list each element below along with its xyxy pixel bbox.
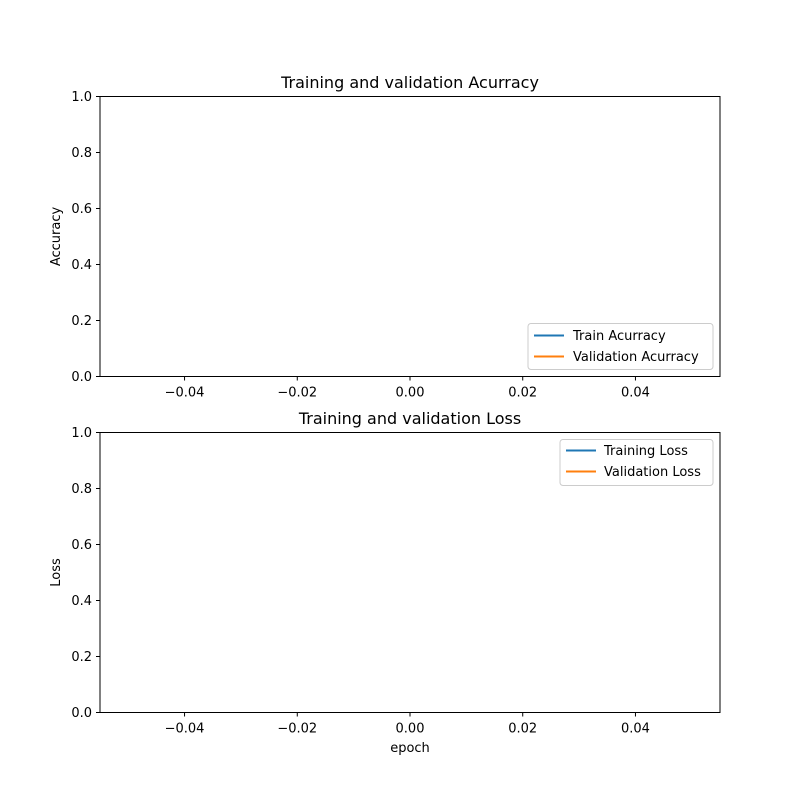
accuracy-plot-marks: −0.04 −0.02 0.00 0.02 0.04 0.0 0.2 0.4 0.6 0.8 1.0 xyxy=(71,90,650,401)
loss-title: Training and validation Loss xyxy=(298,409,521,428)
accuracy-x-tick-label: 0.02 xyxy=(508,386,537,401)
accuracy-legend-label-validation: Validation Acurracy xyxy=(573,350,699,365)
loss-x-tick-label: −0.04 xyxy=(165,722,205,737)
loss-legend: Training Loss Validation Loss xyxy=(559,439,714,486)
accuracy-legend-box xyxy=(527,323,714,370)
loss-x-tick-label: 0.02 xyxy=(508,722,537,737)
loss-subplot: Training and validation Loss Loss epoch … xyxy=(49,409,721,756)
accuracy-x-tick-label: 0.04 xyxy=(621,386,650,401)
accuracy-subplot: Training and validation Acurracy Accurac… xyxy=(49,73,721,401)
accuracy-y-tick-label: 0.2 xyxy=(71,314,92,329)
accuracy-axes-frame xyxy=(99,96,721,377)
accuracy-y-tick-label: 1.0 xyxy=(71,90,92,105)
loss-y-tick-label: 0.4 xyxy=(71,594,92,609)
loss-legend-label-training: Training Loss xyxy=(603,444,688,459)
loss-x-tick-label: −0.02 xyxy=(277,722,317,737)
accuracy-title: Training and validation Acurracy xyxy=(280,73,539,92)
loss-legend-label-validation: Validation Loss xyxy=(604,465,701,480)
accuracy-y-tick-label: 0.4 xyxy=(71,258,92,273)
accuracy-y-tick-label: 0.0 xyxy=(71,370,92,385)
loss-y-tick-label: 1.0 xyxy=(71,426,92,441)
accuracy-x-tick-label: 0.00 xyxy=(396,386,425,401)
loss-legend-box xyxy=(559,439,714,486)
loss-x-axis-label: epoch xyxy=(390,741,430,756)
loss-y-tick-label: 0.2 xyxy=(71,650,92,665)
loss-y-axis-label: Loss xyxy=(49,558,64,587)
loss-y-tick-label: 0.6 xyxy=(71,538,92,553)
loss-axes-frame xyxy=(99,432,721,713)
loss-plot-marks: −0.04 −0.02 0.00 0.02 0.04 0.0 0.2 0.4 0.6 0.8 1.0 xyxy=(71,426,650,737)
accuracy-x-tick-label: −0.02 xyxy=(277,386,317,401)
loss-y-tick-label: 0.0 xyxy=(71,706,92,721)
accuracy-y-tick-label: 0.6 xyxy=(71,202,92,217)
accuracy-y-axis-label: Accuracy xyxy=(49,207,64,267)
loss-x-tick-label: 0.00 xyxy=(396,722,425,737)
accuracy-x-tick-label: −0.04 xyxy=(165,386,205,401)
accuracy-legend: Train Acurracy Validation Acurracy xyxy=(527,323,714,370)
accuracy-legend-label-train: Train Acurracy xyxy=(572,329,666,344)
loss-x-tick-label: 0.04 xyxy=(621,722,650,737)
loss-y-tick-label: 0.8 xyxy=(71,482,92,497)
accuracy-y-tick-label: 0.8 xyxy=(71,146,92,161)
